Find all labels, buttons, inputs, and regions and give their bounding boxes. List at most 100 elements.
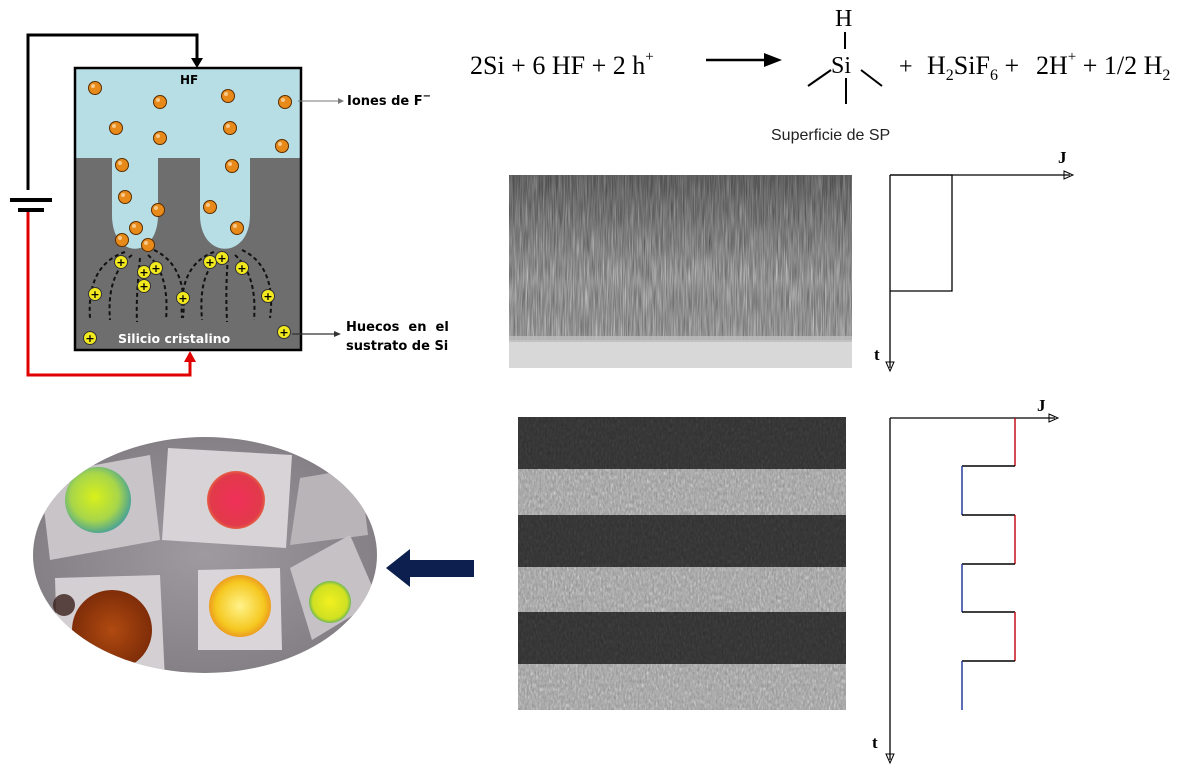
sem-image-multilayer — [518, 417, 846, 710]
plot2-x-label: J — [1037, 396, 1046, 415]
reaction-lhs: 2Si + 6 HF + 2 h+ — [470, 49, 654, 80]
plot2-current-profile — [961, 418, 1016, 710]
fluoride-ion-highlight — [233, 224, 237, 228]
fluoride-ion-highlight — [156, 98, 160, 102]
wire-top-arrowhead — [191, 58, 203, 68]
hole-circle — [149, 261, 163, 275]
hole-circle — [88, 287, 102, 301]
hole-plus: + — [205, 256, 214, 269]
sem-light-layer-1 — [518, 469, 846, 515]
fluoride-ion — [115, 158, 129, 172]
porous-silicon-samples-photo — [33, 437, 377, 673]
fluoride-ion — [230, 221, 244, 235]
plot2-y-label: t — [872, 733, 878, 752]
fluoride-ion — [141, 238, 155, 252]
fluoride-ion-highlight — [132, 224, 136, 228]
plot1-current-profile — [890, 174, 953, 292]
fluoride-ion — [223, 121, 237, 135]
hole-plus: + — [279, 326, 288, 339]
silicon-substrate — [75, 158, 301, 350]
left-arrow — [386, 549, 474, 587]
hole-circle — [114, 255, 128, 269]
fluoride-ion — [109, 121, 123, 135]
product-h2sif6-sub1: 2 — [946, 67, 954, 84]
h-atom: H — [835, 6, 852, 32]
plot2-x-arrow — [1048, 413, 1060, 423]
sample-2-spot — [207, 471, 265, 529]
holes-label-line2: sustrato de Si — [346, 339, 448, 354]
electrolyte-label: HF — [180, 73, 198, 87]
fluoride-ion-highlight — [281, 98, 285, 102]
wire-bottom-arrowhead — [184, 351, 196, 362]
fluoride-ion — [88, 81, 102, 95]
fluoride-ion — [153, 95, 167, 109]
sem-dark-layer-3 — [518, 612, 846, 664]
product-h2sif6-sub2: 6 — [990, 67, 998, 84]
fluoride-ion — [115, 233, 129, 247]
plus-sign: + — [899, 54, 913, 80]
fluoride-ion-highlight — [156, 134, 160, 138]
fluoride-ion-highlight — [154, 206, 158, 210]
fluoride-ion — [118, 190, 132, 204]
hole-plus: + — [263, 290, 272, 303]
hole-plus: + — [90, 288, 99, 301]
ions-label: Iones de F− — [347, 91, 431, 109]
sample-1-spot — [65, 467, 131, 533]
fluoride-ion-highlight — [118, 236, 122, 240]
hole-circle — [176, 291, 190, 305]
product-h2-text: + 1/2 H — [1076, 51, 1162, 80]
sample-3 — [290, 468, 368, 545]
product-h2sif6-h: H — [927, 51, 946, 80]
hole-circle — [83, 331, 97, 345]
field-lines — [88, 249, 273, 323]
reaction-arrowhead — [764, 53, 782, 67]
product-protons-base: 2H — [1036, 51, 1068, 80]
ions-label-text: Iones de F — [347, 94, 423, 109]
fluoride-ion-highlight — [278, 142, 282, 146]
sem-dark-layer-1 — [518, 417, 846, 469]
hole: + — [137, 279, 151, 293]
hole: + — [149, 261, 163, 275]
current-time-plot-multilayer: J t — [872, 396, 1060, 765]
fluoride-ion-highlight — [226, 124, 230, 128]
plot1-y-arrow — [885, 361, 895, 373]
hole-plus: + — [178, 292, 187, 305]
si-atom: Si — [831, 53, 851, 79]
fluoride-ion-highlight — [112, 124, 116, 128]
hole-plus: + — [237, 262, 246, 275]
plot1-x-arrow — [1063, 170, 1075, 180]
hole: + — [203, 255, 217, 269]
silicon-holes: ++ + + +++++ ++ + — [83, 251, 291, 345]
hole-plus: + — [151, 262, 160, 275]
hole: + — [235, 261, 249, 275]
bond-left — [807, 69, 832, 87]
hole: + — [176, 291, 190, 305]
hole: + — [83, 331, 97, 345]
reaction-lhs-sup: + — [645, 49, 653, 65]
hole-circle — [215, 251, 229, 265]
product-h2sif6-sif: SiF — [954, 51, 990, 80]
fluoride-ion — [225, 159, 239, 173]
wire-top — [26, 33, 199, 190]
hole: + — [215, 251, 229, 265]
sem-light-layer-3 — [518, 664, 846, 710]
cell-frame — [73, 66, 303, 352]
hole-circle — [277, 325, 291, 339]
sample-4-spot — [72, 590, 152, 670]
fluoride-ion-highlight — [118, 161, 122, 165]
hole: + — [277, 325, 291, 339]
hole-circle — [261, 289, 275, 303]
sample-5-spot — [209, 575, 271, 637]
fluoride-ion-highlight — [144, 241, 148, 245]
fluoride-ions — [88, 81, 292, 252]
substrate-label: Silicio cristalino — [118, 331, 231, 346]
hole-plus: + — [139, 280, 148, 293]
product-h2sif6: H2SiF6 + — [927, 51, 1019, 84]
surface-caption: Superficie de SP — [771, 127, 890, 144]
hole-circle — [235, 261, 249, 275]
sem-image-single-layer — [509, 175, 852, 368]
fluoride-ion — [275, 139, 289, 153]
plot1-y-label: t — [874, 345, 880, 364]
product-h2-sub: 2 — [1162, 67, 1170, 84]
holes-label-line1: Huecos en el — [346, 320, 449, 335]
